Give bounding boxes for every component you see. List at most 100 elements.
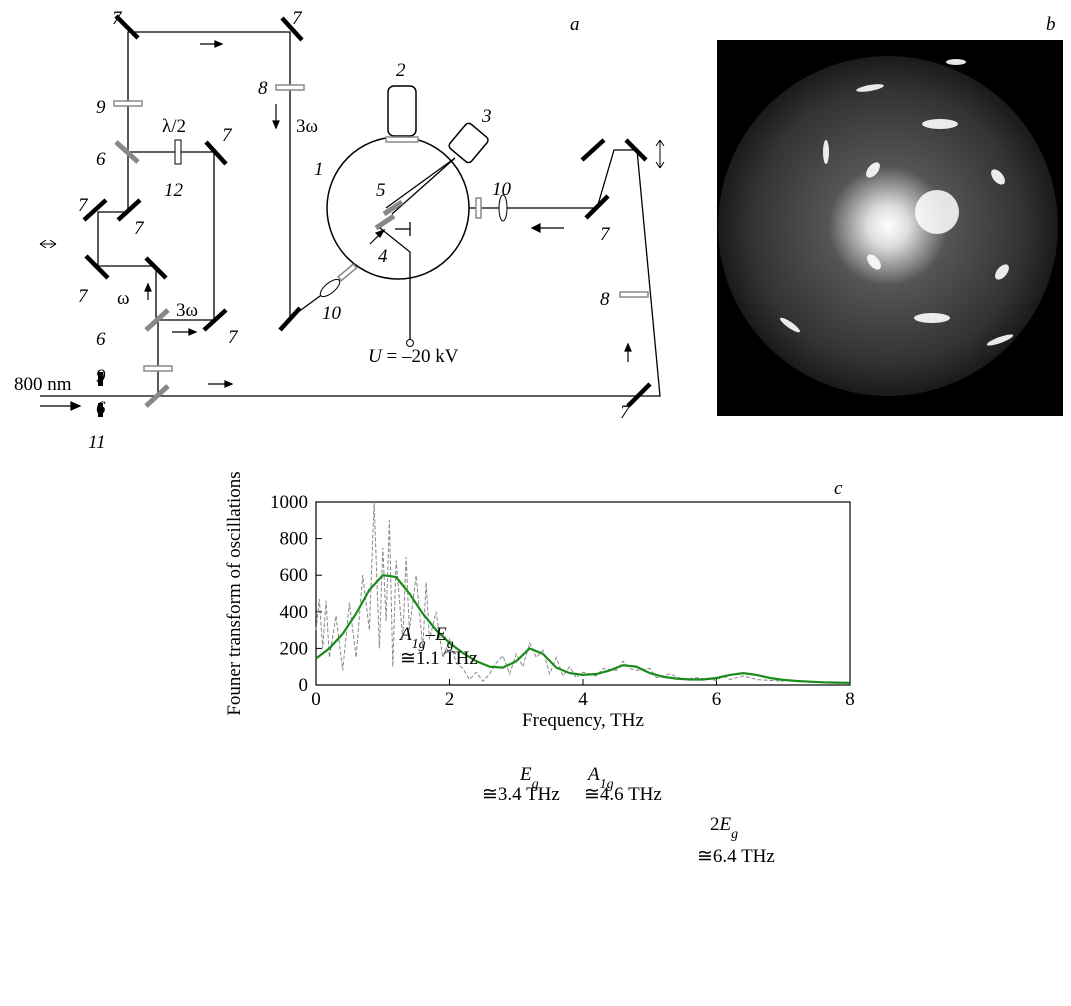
x-tick-label: 2 bbox=[445, 689, 455, 710]
peak-name-part: g bbox=[731, 827, 738, 842]
diagram-label: 7 bbox=[600, 224, 611, 245]
peak-name-part: E bbox=[719, 814, 732, 835]
peak-name: 2Eg bbox=[710, 814, 738, 842]
spot bbox=[991, 169, 1005, 185]
beam bbox=[97, 152, 157, 320]
diagram-label: 7 bbox=[292, 8, 303, 29]
x-tick-label: 6 bbox=[712, 689, 722, 710]
electron-beam bbox=[385, 157, 456, 215]
diagram-label: 6 bbox=[96, 398, 106, 419]
spot bbox=[866, 162, 880, 178]
aperture bbox=[98, 403, 103, 417]
mirror bbox=[624, 138, 648, 162]
panel-label: a bbox=[570, 14, 580, 35]
diagram-label: 1 bbox=[314, 159, 324, 180]
sample bbox=[374, 213, 396, 231]
plot-frame bbox=[315, 501, 851, 686]
window bbox=[475, 197, 482, 219]
splitter bbox=[114, 140, 140, 164]
arrow bbox=[374, 228, 386, 238]
diagram-label: 4 bbox=[378, 246, 388, 267]
peak-name-part: A bbox=[586, 764, 600, 785]
peak-name-part: E bbox=[519, 764, 532, 785]
aperture bbox=[98, 372, 103, 386]
splitter bbox=[144, 308, 170, 332]
mirror bbox=[580, 138, 606, 162]
diagram-label: 9 bbox=[96, 97, 106, 118]
lens bbox=[498, 194, 508, 222]
peak-name: A1g bbox=[586, 764, 614, 792]
spot bbox=[867, 254, 881, 270]
peak-name: A1g–Eg bbox=[398, 624, 454, 652]
raw-spectrum bbox=[315, 501, 784, 683]
voltage-symbol: U bbox=[368, 346, 383, 367]
diagram-label: 7 bbox=[620, 402, 631, 423]
diagram-label: 7 bbox=[222, 125, 233, 146]
diagram-label: ω bbox=[117, 288, 130, 309]
arrow bbox=[214, 40, 224, 48]
peak-name-part: 1g bbox=[412, 637, 426, 652]
y-tick-label: 1000 bbox=[270, 492, 308, 513]
mirror bbox=[144, 256, 168, 280]
spot bbox=[946, 59, 966, 65]
translation-arrow bbox=[39, 239, 57, 249]
arrow bbox=[530, 223, 541, 233]
mirror bbox=[116, 198, 142, 222]
wire bbox=[379, 227, 411, 340]
x-tick-label: 4 bbox=[578, 689, 588, 710]
y-tick-label: 800 bbox=[280, 529, 309, 550]
arrow bbox=[224, 380, 234, 388]
y-tick-label: 400 bbox=[280, 602, 309, 623]
mirror bbox=[202, 308, 228, 332]
peak-name-part: g bbox=[447, 637, 454, 652]
panel-label: b bbox=[1046, 14, 1056, 35]
spot bbox=[922, 119, 958, 129]
optical-scheme bbox=[39, 14, 665, 417]
x-axis-label: Frequency, THz bbox=[522, 710, 644, 731]
peak-name-part: A bbox=[398, 624, 412, 645]
diagram-label: 800 nm bbox=[14, 374, 72, 395]
diagram-label: 3ω bbox=[176, 300, 198, 321]
splitter bbox=[144, 384, 170, 408]
x-tick-label: 8 bbox=[845, 689, 855, 710]
diagram-label: 9 bbox=[96, 366, 106, 387]
peak-frequency: ≅6.4 THz bbox=[697, 846, 775, 867]
plate bbox=[113, 100, 143, 107]
plate bbox=[619, 291, 649, 298]
diagram-label: 6 bbox=[96, 329, 106, 350]
peak-name-part: 1g bbox=[600, 777, 614, 792]
peak-name-part: – bbox=[425, 624, 436, 645]
diagram-label: 7 bbox=[112, 8, 123, 29]
diagram-label: 7 bbox=[134, 218, 145, 239]
mirror bbox=[626, 382, 652, 408]
mirror bbox=[584, 194, 610, 220]
sample bbox=[382, 199, 404, 217]
diagram-label: 7 bbox=[78, 195, 89, 216]
peak-frequency: ≅3.4 THz bbox=[482, 784, 560, 805]
diagram-label: 6 bbox=[96, 149, 106, 170]
translation-arrow bbox=[655, 139, 665, 169]
peak-frequency: ≅4.6 THz bbox=[584, 784, 662, 805]
mirror bbox=[278, 306, 302, 332]
diagram-label: 11 bbox=[88, 432, 106, 453]
y-tick-label: 0 bbox=[299, 675, 309, 696]
peak-name-part: g bbox=[532, 777, 539, 792]
voltage-label: U = –20 kV bbox=[368, 346, 459, 367]
diagram-label: 8 bbox=[258, 78, 268, 99]
peak-name-part: E bbox=[434, 624, 447, 645]
panel-label: c bbox=[834, 478, 843, 499]
diagram-label: 8 bbox=[600, 289, 610, 310]
spot bbox=[780, 317, 800, 333]
diagram-label: 3 bbox=[481, 106, 492, 127]
peak-name-part: 2 bbox=[710, 814, 720, 835]
peak-frequency: ≅1.1 THz bbox=[400, 648, 478, 669]
mirror bbox=[280, 16, 304, 42]
window bbox=[385, 136, 419, 143]
diagram-label: 7 bbox=[78, 286, 89, 307]
arrow bbox=[70, 401, 82, 411]
terminal bbox=[406, 339, 414, 347]
arrow bbox=[144, 282, 152, 292]
peak-name: Eg bbox=[519, 764, 539, 792]
diagram-label: 5 bbox=[376, 180, 386, 201]
mirror bbox=[114, 14, 140, 40]
